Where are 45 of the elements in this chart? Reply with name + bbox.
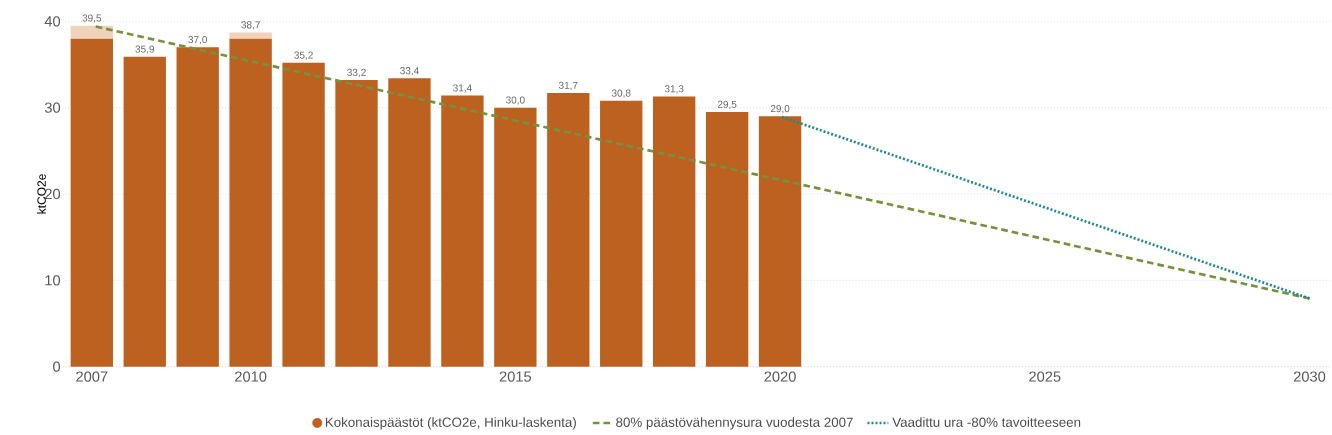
bar bbox=[70, 38, 113, 367]
y-tick-label: 20 bbox=[45, 188, 61, 200]
total-label: 29,0 bbox=[770, 105, 790, 114]
x-tick-label: 2007 bbox=[76, 371, 108, 382]
total-label: 37,0 bbox=[188, 36, 208, 45]
x-tick-label: 2010 bbox=[235, 371, 267, 382]
total-label: 30,0 bbox=[506, 96, 525, 105]
bar bbox=[123, 56, 166, 367]
y-tick-label: 30 bbox=[44, 102, 61, 114]
bar bbox=[388, 78, 431, 367]
y-axis-title: ktCO2e bbox=[37, 174, 46, 214]
y-tick-label: 40 bbox=[44, 16, 61, 27]
bar bbox=[335, 80, 378, 367]
bar bbox=[282, 62, 325, 367]
x-tick-label: 2025 bbox=[1029, 371, 1061, 382]
bar bbox=[547, 93, 590, 367]
x-tick-label: 2015 bbox=[499, 371, 532, 382]
bar bbox=[70, 25, 113, 39]
total-label: 30,8 bbox=[611, 89, 631, 98]
total-label: 35,9 bbox=[135, 45, 155, 54]
total-label: 39,5 bbox=[82, 14, 102, 23]
total-label: 33,2 bbox=[347, 69, 366, 78]
bar bbox=[600, 100, 643, 367]
y-tick-label: 0 bbox=[53, 361, 61, 373]
bar bbox=[494, 107, 537, 367]
bar bbox=[758, 116, 802, 367]
total-label: 38,7 bbox=[241, 21, 260, 30]
legend-label: 80% päästövähennysura vuodesta 2007 bbox=[616, 417, 853, 430]
bar bbox=[229, 38, 272, 367]
total-label: 33,4 bbox=[400, 67, 419, 76]
legend-label: Vaadittu ura -80% tavoitteeseen bbox=[892, 417, 1081, 428]
total-label: 31,3 bbox=[664, 85, 684, 94]
bar bbox=[229, 32, 272, 39]
x-tick-label: 2030 bbox=[1293, 371, 1326, 382]
bar bbox=[653, 96, 696, 367]
y-tick-label: 10 bbox=[45, 275, 61, 286]
x-tick-label: 2020 bbox=[764, 371, 796, 382]
bar bbox=[441, 95, 484, 367]
bar bbox=[705, 112, 749, 367]
total-label: 29,5 bbox=[717, 100, 737, 110]
total-label: 31,4 bbox=[453, 84, 472, 93]
total-label: 31,7 bbox=[558, 81, 578, 91]
bar bbox=[176, 47, 219, 367]
legend-label: Kokonaispäästöt (ktCO2e, Hinku-laskenta) bbox=[325, 417, 576, 430]
total-label: 35,2 bbox=[294, 51, 313, 60]
